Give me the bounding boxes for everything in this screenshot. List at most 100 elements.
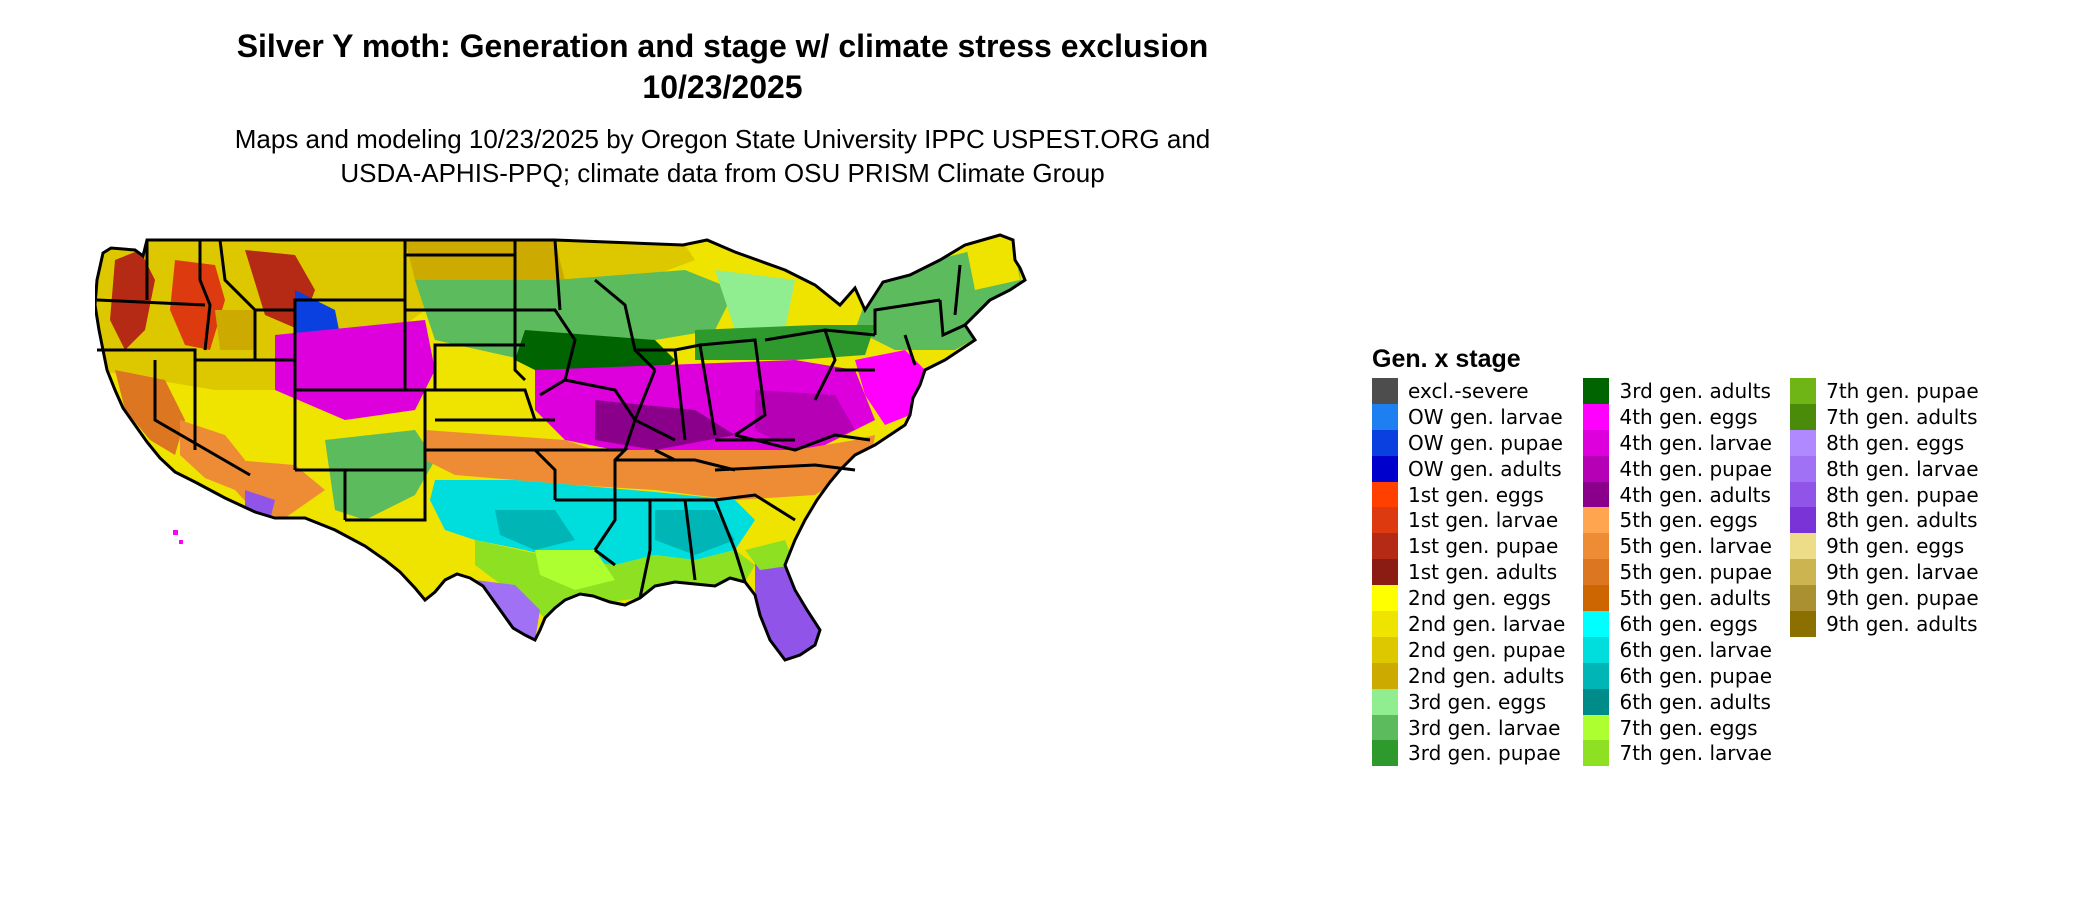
legend-item: 3rd gen. adults <box>1583 378 1772 404</box>
legend-item: 6th gen. adults <box>1583 688 1772 715</box>
legend: Gen. x stage excl.-severe OW gen. larvae O… <box>1372 344 1979 767</box>
legend-swatch <box>1790 611 1817 637</box>
legend-swatch <box>1583 688 1610 715</box>
legend-label: 4th gen. larvae <box>1619 430 1772 455</box>
legend-column: 3rd gen. adults 4th gen. eggs 4th gen. lar… <box>1583 378 1773 767</box>
legend-item: 9th gen. larvae <box>1790 559 1979 586</box>
legend-item: 1st gen. larvae <box>1372 507 1565 534</box>
legend-item: 8th gen. pupae <box>1790 481 1979 508</box>
legend-item: 5th gen. pupae <box>1583 559 1772 586</box>
legend-label: 8th gen. larvae <box>1826 456 1979 481</box>
legend-swatch <box>1790 455 1817 482</box>
legend-label: 4th gen. pupae <box>1619 456 1773 481</box>
legend-label: 4th gen. eggs <box>1619 404 1758 429</box>
legend-label: 9th gen. eggs <box>1826 534 1965 559</box>
legend-label: 4th gen. adults <box>1619 482 1771 507</box>
legend-item: 7th gen. pupae <box>1790 378 1979 404</box>
legend-item: 1st gen. adults <box>1372 559 1565 586</box>
legend-item: 1st gen. pupae <box>1372 533 1565 560</box>
legend-item: 9th gen. pupae <box>1790 585 1979 612</box>
us-map-svg <box>93 233 1027 662</box>
legend-swatch <box>1372 481 1398 508</box>
legend-swatch <box>1583 455 1610 482</box>
legend-label: OW gen. adults <box>1408 456 1562 481</box>
legend-label: 9th gen. pupae <box>1826 586 1979 611</box>
legend-item: 7th gen. larvae <box>1583 740 1772 767</box>
legend-swatch <box>1790 507 1817 534</box>
legend-item: 8th gen. eggs <box>1790 429 1979 456</box>
legend-item: 6th gen. pupae <box>1583 662 1772 689</box>
legend-label: 2nd gen. pupae <box>1408 637 1566 662</box>
legend-swatch <box>1372 429 1398 456</box>
legend-label: 6th gen. eggs <box>1619 611 1758 636</box>
legend-label: 7th gen. larvae <box>1619 741 1772 766</box>
legend-swatch <box>1583 585 1610 612</box>
legend-swatch <box>1372 455 1398 482</box>
legend-label: 1st gen. adults <box>1408 560 1558 585</box>
legend-swatch <box>1583 662 1610 689</box>
legend-label: 8th gen. adults <box>1826 508 1978 533</box>
legend-item: 9th gen. eggs <box>1790 533 1979 560</box>
legend-swatch <box>1372 585 1398 612</box>
subtitle-line-2: USDA-APHIS-PPQ; climate data from OSU PR… <box>340 158 1105 188</box>
legend-swatch <box>1372 403 1398 430</box>
legend-item: 2nd gen. eggs <box>1372 585 1565 612</box>
legend-label: OW gen. pupae <box>1408 430 1563 455</box>
legend-item: 1st gen. eggs <box>1372 481 1565 508</box>
legend-label: 2nd gen. adults <box>1408 663 1565 688</box>
us-map <box>93 220 1335 892</box>
legend-label: 2nd gen. larvae <box>1408 611 1566 636</box>
title-line-1: Silver Y moth: Generation and stage w/ c… <box>236 28 1209 64</box>
legend-label: 9th gen. adults <box>1826 611 1978 636</box>
coastal-islands <box>173 530 183 544</box>
stage-regions <box>95 235 1025 660</box>
legend-item: 2nd gen. pupae <box>1372 636 1566 663</box>
legend-swatch <box>1372 507 1398 534</box>
legend-title: Gen. x stage <box>1372 345 1521 373</box>
legend-item: OW gen. larvae <box>1372 403 1565 430</box>
legend-label: 5th gen. eggs <box>1619 508 1758 533</box>
legend-label: 3rd gen. adults <box>1619 378 1771 403</box>
legend-columns: excl.-severe OW gen. larvae OW gen. pupae O… <box>1372 378 1979 767</box>
legend-swatch <box>1372 662 1398 689</box>
legend-column: excl.-severe OW gen. larvae OW gen. pupae O… <box>1372 378 1566 767</box>
legend-item: OW gen. adults <box>1372 455 1565 482</box>
legend-item: 9th gen. adults <box>1790 611 1979 637</box>
legend-item: 2nd gen. adults <box>1372 662 1565 689</box>
legend-item: 5th gen. eggs <box>1583 507 1772 534</box>
legend-swatch <box>1583 507 1610 534</box>
legend-column: 7th gen. pupae 7th gen. adults 8th gen. eg… <box>1790 378 1979 766</box>
legend-item: 3rd gen. eggs <box>1372 688 1565 715</box>
legend-label: 1st gen. larvae <box>1408 508 1559 533</box>
legend-swatch <box>1372 714 1398 741</box>
legend-item: 5th gen. adults <box>1583 585 1772 612</box>
map-title: Silver Y moth: Generation and stage w/ c… <box>0 26 1445 108</box>
title-line-2: 10/23/2025 <box>642 69 803 105</box>
legend-label: 1st gen. eggs <box>1408 482 1544 507</box>
legend-label: 3rd gen. larvae <box>1408 715 1561 740</box>
legend-swatch <box>1372 533 1398 560</box>
legend-label: 7th gen. pupae <box>1826 378 1979 403</box>
legend-swatch <box>1790 403 1817 430</box>
legend-item: 4th gen. eggs <box>1583 403 1772 430</box>
legend-item: 7th gen. adults <box>1790 403 1979 430</box>
state-borders <box>93 233 1027 662</box>
legend-swatch <box>1790 378 1817 404</box>
legend-label: 3rd gen. pupae <box>1408 741 1561 766</box>
legend-swatch <box>1372 688 1398 715</box>
legend-swatch <box>1583 403 1610 430</box>
legend-item: 6th gen. eggs <box>1583 611 1772 637</box>
legend-swatch <box>1583 559 1610 586</box>
legend-label: 7th gen. adults <box>1826 404 1978 429</box>
legend-swatch <box>1583 636 1610 663</box>
legend-label: 5th gen. larvae <box>1619 534 1772 559</box>
legend-swatch <box>1583 714 1610 741</box>
legend-item: 8th gen. adults <box>1790 507 1979 534</box>
legend-item: 4th gen. larvae <box>1583 429 1772 456</box>
legend-swatch <box>1583 429 1610 456</box>
legend-item: OW gen. pupae <box>1372 429 1565 456</box>
legend-swatch <box>1790 533 1817 560</box>
legend-item: 4th gen. adults <box>1583 481 1772 508</box>
legend-label: 2nd gen. eggs <box>1408 586 1551 611</box>
legend-swatch <box>1372 559 1398 586</box>
